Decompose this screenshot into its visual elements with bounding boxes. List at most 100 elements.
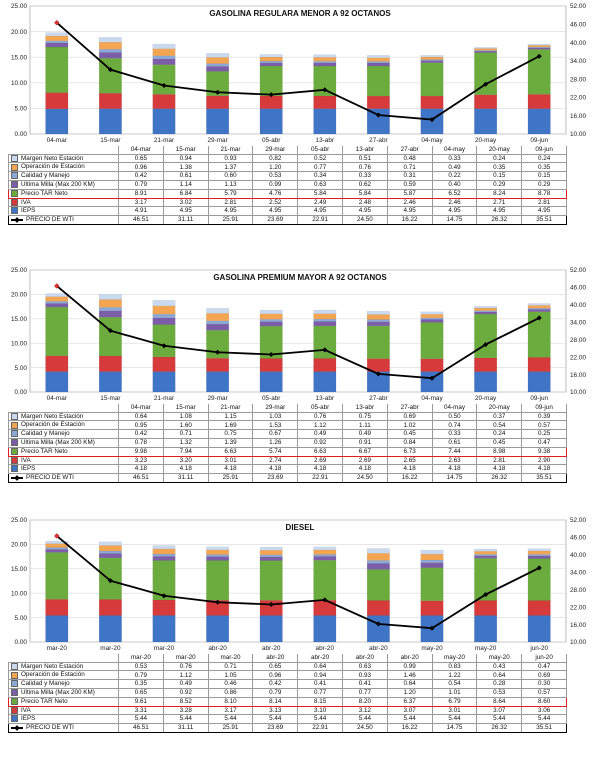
bar-segment: [420, 322, 444, 359]
table-cell: 4.95: [476, 206, 523, 217]
table-row: IEPS 4.18 4.18 4.18 4.18 4.18 4.18 4.18 4.18 4.18…: [8, 464, 567, 475]
wti-first-point: [54, 20, 59, 25]
bar-segment: [420, 55, 444, 58]
table-cell: 4.18: [521, 464, 567, 475]
series-label: Margen Neto Estación: [21, 662, 84, 670]
x-tick-label: 04-mar: [47, 395, 68, 402]
table-cell: 5.84: [297, 188, 343, 199]
table-cell: 1.05: [207, 670, 254, 681]
bar-segment: [152, 48, 176, 56]
table-cell: 4.18: [207, 464, 254, 475]
series-label: IEPS: [21, 715, 36, 723]
table-cell: 1.08: [162, 411, 209, 422]
table-cell: 3.20: [162, 455, 209, 466]
bar-segment: [313, 358, 337, 372]
table-cell: 5.44: [252, 714, 299, 725]
table-cell: 0.71: [386, 162, 433, 173]
table-cell: 8.52: [162, 696, 209, 707]
bar-segment: [527, 94, 551, 109]
bar-segment: [206, 63, 230, 67]
legend-line-swatch: [11, 475, 23, 480]
y2-tick-label: 10.00: [570, 639, 586, 646]
table-cell: 0.86: [207, 687, 254, 698]
table-row: Última Milla (Max 200 KM) 0.78 1.32 1.39 1.2…: [8, 437, 567, 448]
table-cell: 0.31: [386, 171, 433, 181]
bar-segment: [259, 554, 283, 557]
legend-swatch: [11, 680, 18, 688]
y2-tick-label: 52.00: [570, 517, 586, 524]
series-label: IVA: [21, 198, 31, 206]
data-table: 04-mar 15-mar 21-mar 29-mar 05-abr 13-abr 27-a…: [8, 404, 567, 483]
legend-swatch: [11, 671, 18, 679]
legend-swatch: [11, 439, 18, 447]
bar-segment: [206, 554, 230, 557]
y-tick-label: 0.00: [15, 639, 28, 646]
table-cell: 0.79: [252, 687, 299, 698]
table-cell: 9.98: [118, 446, 164, 457]
table-cell: 2.69: [297, 455, 343, 466]
table-cell: 0.79: [118, 670, 164, 681]
y2-tick-label: 22.00: [570, 604, 586, 611]
table-header-cell: abr-20: [386, 654, 433, 663]
legend-swatch: [11, 155, 18, 162]
table-row: IEPS 5.44 5.44 5.44 5.44 5.44 5.44 5.44 5.44 5.44…: [8, 714, 567, 725]
bar-segment: [259, 95, 283, 109]
bar-segment: [45, 32, 69, 37]
bar-segment: [527, 303, 551, 306]
bar-segment: [474, 548, 498, 552]
bar-segment: [45, 301, 69, 304]
table-cell: 4.18: [297, 464, 343, 475]
bar-segment: [45, 303, 69, 308]
legend-line-swatch: [11, 725, 23, 730]
bar-segment: [206, 615, 230, 643]
y2-tick-label: 40.00: [570, 302, 586, 309]
table-cell: 0.96: [118, 162, 164, 173]
y2-tick-label: 46.00: [570, 285, 586, 292]
table-cell: 0.99: [386, 661, 433, 672]
x-tick-label: may-20: [421, 645, 443, 652]
table-cell: 35.51: [521, 473, 567, 483]
table-cell: 0.65: [252, 661, 299, 672]
y2-tick-label: 16.00: [570, 372, 586, 379]
table-header-cell: mar-20: [207, 654, 254, 663]
bar-segment: [206, 53, 230, 58]
table-cell: 0.63: [297, 179, 343, 190]
table-cell: 0.15: [521, 171, 567, 181]
bar-segment: [420, 562, 444, 568]
legend-line-swatch: [11, 217, 23, 222]
bar-segment: [98, 294, 122, 300]
table-header-cell: abr-20: [252, 654, 299, 663]
table-header-cell: 04-mar: [118, 404, 164, 413]
x-tick-label: 15-mar: [100, 395, 121, 402]
table-cell: 3.07: [476, 705, 523, 716]
table-row: Última Milla (Max 200 KM) 0.79 1.14 1.13 0.9…: [8, 179, 567, 190]
table-cell: 8.10: [207, 696, 254, 707]
table-cell: 0.91: [341, 437, 388, 448]
legend-swatch: [11, 663, 18, 670]
x-tick-label: 27-abr: [369, 137, 388, 144]
bar-segment: [366, 560, 390, 564]
bar-segment: [366, 325, 390, 359]
wti-point: [268, 601, 274, 608]
table-header-cell: 09-jun: [521, 146, 567, 155]
table-cell: 6.73: [386, 446, 433, 457]
table-cell: 3.01: [431, 705, 478, 716]
table-cell: 46.51: [118, 473, 164, 483]
table-cell: 8.98: [476, 446, 523, 457]
wti-point: [107, 67, 113, 73]
bar-segment: [45, 615, 69, 643]
bar-segment: [45, 296, 69, 302]
bar-segment: [366, 55, 390, 58]
bar-segment: [206, 371, 230, 393]
table-header-cell: 20-may: [476, 146, 523, 155]
series-label: Última Milla (Max 200 KM): [21, 438, 95, 446]
table-cell: 4.95: [431, 206, 478, 217]
data-table: 04-mar 15-mar 21-mar 29-mar 05-abr 13-abr 27-a…: [8, 146, 567, 225]
table-cell: 0.28: [476, 679, 523, 689]
y-tick-label: 0.00: [15, 131, 28, 138]
x-tick-label: 13-abr: [316, 137, 335, 144]
bar-segment: [527, 357, 551, 372]
chart-title: GASOLINA REGULARA MENOR A 92 OCTANOS: [209, 9, 391, 18]
bar-segment: [152, 553, 176, 557]
y2-tick-label: 22.00: [570, 354, 586, 361]
